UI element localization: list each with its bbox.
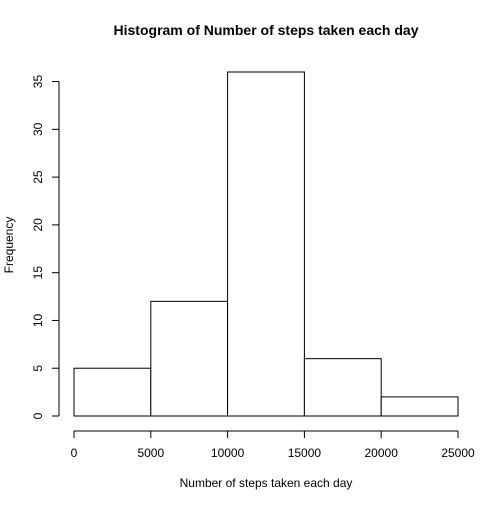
y-tick-label-6: 30 (31, 122, 45, 136)
y-tick-label-3: 15 (31, 266, 45, 280)
y-axis: 0 5 10 15 20 25 30 35 (31, 75, 60, 419)
x-tick-label-3: 15000 (288, 446, 322, 460)
histogram-bar-1 (150, 300, 229, 417)
x-tick-label-1: 5000 (137, 446, 164, 460)
x-tick-label-2: 10000 (211, 446, 245, 460)
histogram-bar-4 (380, 396, 459, 417)
bars-layer (73, 71, 459, 417)
x-axis: 0 5000 10000 15000 20000 25000 (71, 430, 475, 460)
x-tick-label-5: 25000 (441, 446, 475, 460)
y-axis-title: Frequency (2, 217, 16, 274)
y-tick-label-4: 20 (31, 218, 45, 232)
y-tick-label-0: 0 (31, 412, 45, 419)
y-tick-label-5: 25 (31, 170, 45, 184)
histogram-bar-3 (303, 358, 382, 417)
y-tick-label-1: 5 (31, 365, 45, 372)
histogram-bar-2 (227, 71, 305, 417)
x-axis-title: Number of steps taken each day (180, 476, 353, 490)
x-tick-label-4: 20000 (365, 446, 399, 460)
x-tick-label-0: 0 (71, 446, 78, 460)
y-tick-label-2: 10 (31, 313, 45, 327)
chart-title: Histogram of Number of steps taken each … (114, 22, 419, 38)
histogram-bar-0 (73, 367, 152, 417)
y-tick-label-7: 35 (31, 75, 45, 89)
